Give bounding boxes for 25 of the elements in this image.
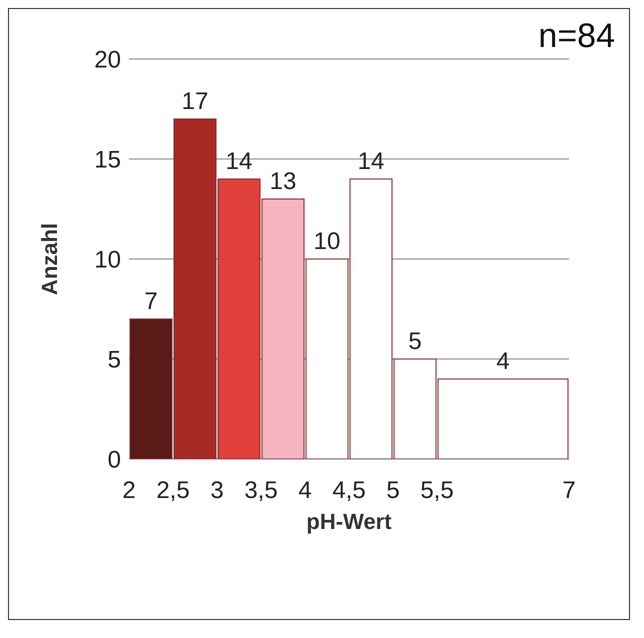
x-tick-label: 7 bbox=[562, 477, 576, 504]
x-tick-label: 5 bbox=[386, 477, 400, 504]
y-tick-label: 15 bbox=[94, 146, 121, 174]
x-tick-label: 4 bbox=[298, 477, 312, 504]
text: n=84 bbox=[538, 17, 615, 56]
x-axis-title: pH-Wert bbox=[306, 509, 392, 534]
data-label: 14 bbox=[226, 148, 252, 175]
x-tick-label: 2,5 bbox=[156, 477, 190, 504]
data-label: 7 bbox=[144, 288, 158, 315]
data-label: 4 bbox=[496, 348, 510, 375]
x-tick-label: 3 bbox=[210, 477, 224, 504]
data-label: 10 bbox=[314, 228, 340, 255]
data-label: 13 bbox=[270, 168, 296, 195]
x-tick-label: 3,5 bbox=[244, 477, 278, 504]
y-axis-title: Anzahl bbox=[36, 222, 62, 296]
y-tick-label: 20 bbox=[94, 46, 121, 74]
x-tick-label: 4,5 bbox=[332, 477, 366, 504]
x-tick-label: 2 bbox=[122, 477, 136, 504]
y-tick-label: 5 bbox=[108, 346, 121, 374]
data-label: 5 bbox=[408, 328, 422, 355]
y-tick-label: 0 bbox=[108, 446, 121, 474]
data-label: 17 bbox=[182, 88, 208, 115]
data-label: 14 bbox=[358, 148, 384, 175]
x-tick-label: 5,5 bbox=[420, 477, 454, 504]
y-tick-label: 10 bbox=[94, 246, 121, 274]
